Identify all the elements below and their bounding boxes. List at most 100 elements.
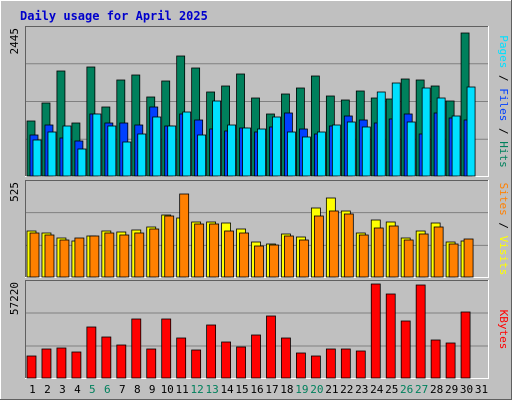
bar-sites-day-17 bbox=[269, 244, 279, 278]
bar-sites-day-18 bbox=[284, 235, 294, 278]
x-tick-label-day-20: 20 bbox=[310, 383, 323, 396]
x-tick-label-day-3: 3 bbox=[59, 383, 66, 396]
x-tick-label-day-17: 17 bbox=[265, 383, 278, 396]
legend-separator: / bbox=[497, 216, 510, 236]
bar-pages-day-30 bbox=[466, 86, 476, 177]
bar-sites-day-29 bbox=[448, 243, 459, 278]
bar-sites-day-10 bbox=[164, 215, 175, 278]
bar-pages-day-20 bbox=[316, 131, 326, 177]
bar-pages-day-10 bbox=[167, 125, 177, 177]
x-tick-label-day-15: 15 bbox=[235, 383, 248, 396]
x-tick-label-day-18: 18 bbox=[280, 383, 293, 396]
legend-item-pages: Pages bbox=[497, 35, 510, 68]
bar-sites-day-2 bbox=[44, 234, 55, 278]
bar-kbytes-day-10 bbox=[161, 318, 172, 379]
bar-sites-day-30 bbox=[463, 238, 474, 278]
bar-kbytes-day-23 bbox=[355, 350, 366, 379]
bar-kbytes-day-28 bbox=[430, 339, 441, 379]
bar-sites-day-26 bbox=[403, 239, 414, 278]
bar-pages-day-14 bbox=[227, 124, 236, 177]
bar-pages-day-17 bbox=[272, 116, 281, 177]
bar-kbytes-day-26 bbox=[400, 320, 411, 379]
bar-kbytes-day-14 bbox=[221, 341, 231, 379]
bar-kbytes-day-11 bbox=[176, 337, 187, 379]
bar-pages-day-19 bbox=[302, 136, 311, 177]
x-tick-label-day-11: 11 bbox=[176, 383, 189, 396]
bar-sites-day-15 bbox=[239, 232, 249, 278]
x-tick-label-day-13: 13 bbox=[205, 383, 218, 396]
x-tick-label-day-25: 25 bbox=[385, 383, 398, 396]
bar-kbytes-day-6 bbox=[101, 336, 112, 379]
bar-kbytes-day-16 bbox=[251, 334, 261, 379]
bar-pages-day-4 bbox=[77, 148, 87, 177]
legend-item-sites: Sites bbox=[497, 183, 510, 216]
bar-kbytes-day-18 bbox=[281, 337, 291, 379]
bar-kbytes-day-12 bbox=[191, 349, 202, 379]
y-max-label: 525 bbox=[8, 182, 21, 202]
x-tick-label-day-10: 10 bbox=[161, 383, 174, 396]
bar-sites-day-3 bbox=[59, 239, 70, 278]
bar-sites-day-6 bbox=[104, 232, 115, 278]
series-sites bbox=[29, 193, 474, 278]
bar-kbytes-day-5 bbox=[86, 326, 97, 379]
x-tick-label-day-1: 1 bbox=[29, 383, 36, 396]
bar-pages-day-23 bbox=[361, 126, 371, 177]
bar-kbytes-day-29 bbox=[445, 342, 456, 379]
bar-pages-day-26 bbox=[406, 121, 416, 177]
bar-kbytes-day-17 bbox=[266, 315, 276, 379]
legend-item-kbytes: KBytes bbox=[497, 310, 510, 350]
series-pages bbox=[32, 82, 476, 177]
bar-sites-day-8 bbox=[134, 232, 145, 278]
y-max-label: 2445 bbox=[8, 28, 21, 55]
bar-kbytes-day-27 bbox=[415, 284, 426, 379]
bar-kbytes-day-7 bbox=[116, 344, 127, 379]
bar-kbytes-day-3 bbox=[56, 347, 67, 379]
bar-kbytes-day-13 bbox=[206, 324, 217, 379]
bar-pages-day-11 bbox=[182, 111, 192, 177]
bar-sites-day-12 bbox=[194, 223, 205, 278]
legend-separator: / bbox=[497, 68, 510, 88]
bar-sites-day-4 bbox=[74, 237, 85, 278]
chart-title: Daily usage for April 2025 bbox=[20, 9, 208, 23]
bar-kbytes-day-20 bbox=[310, 355, 321, 379]
bar-pages-day-21 bbox=[331, 124, 341, 177]
bar-sites-day-5 bbox=[89, 235, 100, 278]
bar-pages-day-5 bbox=[92, 113, 102, 177]
x-tick-label-day-8: 8 bbox=[134, 383, 141, 396]
legend-visits_sites: Sites / Visits bbox=[497, 183, 510, 276]
legend-separator: / bbox=[497, 121, 510, 141]
bar-kbytes-day-2 bbox=[41, 348, 52, 379]
x-tick-label-day-24: 24 bbox=[370, 383, 384, 396]
bar-sites-day-7 bbox=[119, 234, 130, 278]
bar-pages-day-27 bbox=[421, 87, 431, 177]
bar-sites-day-16 bbox=[254, 245, 264, 278]
bar-pages-day-8 bbox=[137, 133, 147, 177]
bar-sites-day-19 bbox=[299, 239, 309, 278]
bar-sites-day-21 bbox=[328, 210, 339, 278]
x-tick-label-day-6: 6 bbox=[104, 383, 111, 396]
bar-pages-day-13 bbox=[212, 100, 222, 177]
x-tick-label-day-26: 26 bbox=[400, 383, 413, 396]
x-tick-label-day-27: 27 bbox=[415, 383, 428, 396]
bar-kbytes-day-1 bbox=[26, 355, 37, 379]
bar-pages-day-16 bbox=[257, 128, 266, 177]
legend-hits_files_pages: Pages / Files / Hits bbox=[497, 35, 510, 168]
bar-pages-day-2 bbox=[47, 131, 57, 177]
bar-sites-day-25 bbox=[388, 225, 399, 278]
panel-kbytes: 57220 KBytes bbox=[8, 280, 510, 379]
x-tick-label-day-9: 9 bbox=[149, 383, 156, 396]
x-tick-label-day-2: 2 bbox=[44, 383, 51, 396]
bar-pages-day-22 bbox=[346, 121, 356, 177]
bar-kbytes-day-22 bbox=[340, 348, 351, 379]
x-tick-label-day-30: 30 bbox=[460, 383, 473, 396]
legend-kbytes: KBytes bbox=[497, 310, 510, 350]
bar-pages-day-9 bbox=[152, 116, 162, 177]
bar-kbytes-day-25 bbox=[385, 293, 396, 379]
x-tick-label-day-23: 23 bbox=[355, 383, 368, 396]
x-tick-label-day-4: 4 bbox=[74, 383, 81, 396]
bar-sites-day-11 bbox=[179, 193, 190, 278]
bar-sites-day-14 bbox=[224, 230, 234, 278]
bar-kbytes-day-15 bbox=[236, 346, 246, 379]
legend-item-visits: Visits bbox=[497, 236, 510, 276]
